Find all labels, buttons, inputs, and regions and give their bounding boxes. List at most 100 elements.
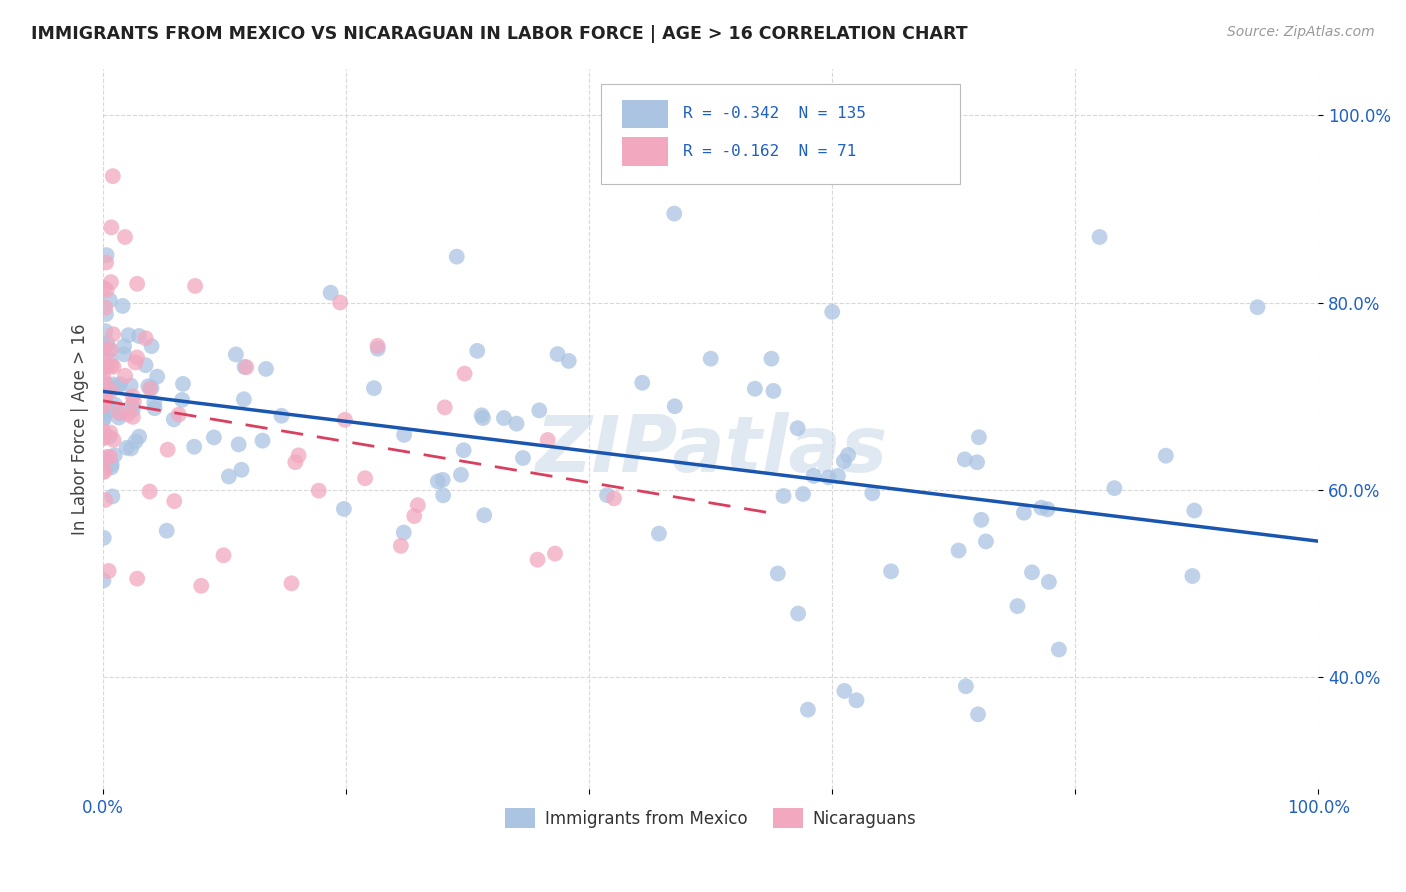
Point [787, 607, 810, 621]
Point [94, 396, 117, 410]
Point [96, 336, 118, 351]
Point [817, 470, 839, 484]
Point [124, 355, 146, 369]
Point [96, 450, 118, 464]
Point [1181, 569, 1204, 583]
Point [111, 299, 134, 313]
FancyBboxPatch shape [621, 137, 668, 166]
Point [664, 206, 686, 220]
Point [432, 473, 454, 487]
Point [426, 475, 449, 489]
Point [212, 549, 235, 563]
Point [91, 424, 114, 438]
Point [967, 430, 990, 444]
Point [761, 351, 783, 366]
Point [333, 413, 356, 427]
Point [94, 360, 117, 375]
Point [104, 397, 127, 411]
Point [103, 359, 125, 374]
Point [125, 351, 148, 365]
Point [138, 379, 160, 393]
Point [603, 491, 626, 506]
Point [135, 358, 157, 372]
Point [202, 430, 225, 444]
Point [100, 460, 122, 475]
Point [492, 411, 515, 425]
Point [93, 389, 115, 403]
Point [404, 509, 426, 524]
Point [280, 576, 302, 591]
Point [98, 425, 121, 440]
Point [121, 399, 143, 413]
Point [1036, 502, 1059, 516]
Point [308, 483, 330, 498]
Point [1104, 481, 1126, 495]
Point [120, 378, 142, 392]
Point [143, 401, 166, 416]
Point [363, 381, 385, 395]
Point [108, 405, 131, 419]
Point [471, 411, 494, 425]
Point [94, 301, 117, 315]
Point [127, 572, 149, 586]
Point [967, 707, 990, 722]
Point [167, 408, 190, 422]
Point [93, 464, 115, 478]
Point [141, 381, 163, 395]
Point [512, 450, 534, 465]
Point [1021, 566, 1043, 580]
Point [966, 455, 988, 469]
Point [163, 494, 186, 508]
Point [121, 402, 143, 417]
Point [433, 401, 456, 415]
Point [105, 380, 128, 394]
Point [96, 248, 118, 262]
Point [94, 396, 117, 410]
Point [772, 489, 794, 503]
Point [146, 369, 169, 384]
Point [101, 327, 124, 342]
Point [104, 448, 127, 462]
Point [948, 543, 970, 558]
Legend: Immigrants from Mexico, Nicaraguans: Immigrants from Mexico, Nicaraguans [498, 801, 924, 835]
Point [333, 502, 356, 516]
Point [93, 386, 115, 401]
Point [101, 401, 124, 416]
Point [114, 230, 136, 244]
Point [128, 329, 150, 343]
Point [93, 359, 115, 374]
Point [450, 467, 472, 482]
Point [91, 431, 114, 445]
Point [648, 526, 671, 541]
Point [94, 307, 117, 321]
Point [529, 403, 551, 417]
Point [94, 451, 117, 466]
Point [103, 377, 125, 392]
Text: IMMIGRANTS FROM MEXICO VS NICARAGUAN IN LABOR FORCE | AGE > 16 CORRELATION CHART: IMMIGRANTS FROM MEXICO VS NICARAGUAN IN … [31, 25, 967, 43]
Point [163, 412, 186, 426]
Point [112, 347, 135, 361]
Point [319, 285, 342, 300]
Text: ZIPatlas: ZIPatlas [534, 412, 887, 489]
Point [392, 525, 415, 540]
Point [225, 347, 247, 361]
Point [94, 387, 117, 401]
Point [465, 343, 488, 358]
Point [121, 389, 143, 403]
Y-axis label: In Labor Force | Age > 16: In Labor Force | Age > 16 [72, 323, 89, 534]
Point [91, 431, 114, 445]
Point [101, 490, 124, 504]
Point [128, 429, 150, 443]
Point [1154, 449, 1177, 463]
Point [141, 339, 163, 353]
Point [974, 534, 997, 549]
Point [115, 441, 138, 455]
Point [389, 539, 412, 553]
Point [100, 275, 122, 289]
Point [453, 443, 475, 458]
Point [97, 564, 120, 578]
Point [120, 442, 142, 456]
Point [172, 392, 194, 407]
Point [367, 342, 389, 356]
Point [139, 382, 162, 396]
